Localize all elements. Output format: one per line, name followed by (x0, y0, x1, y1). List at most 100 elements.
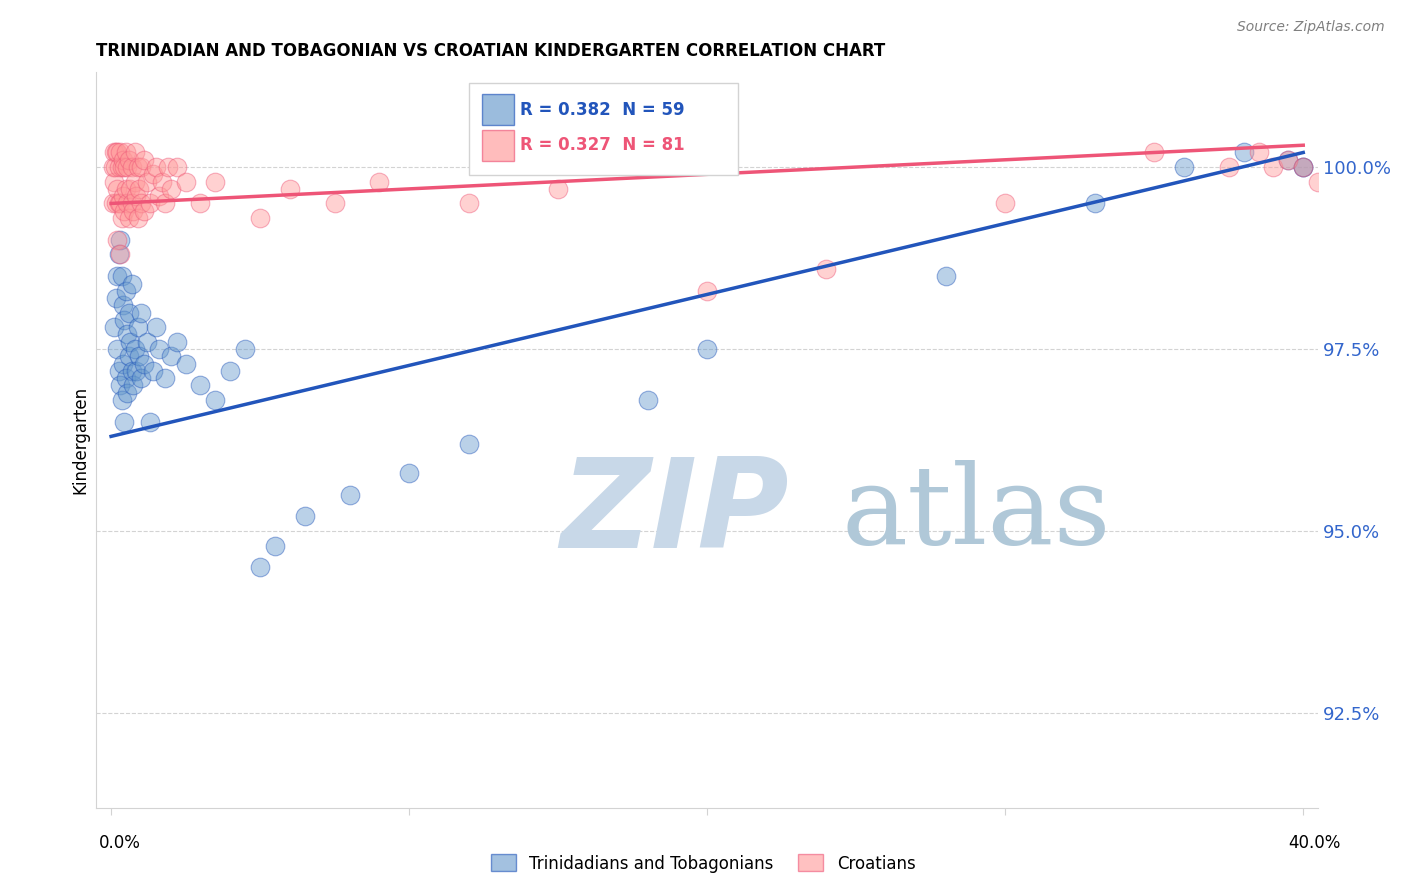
Point (129, 305, 152, 319)
Point (139, 415, 162, 429)
Point (103, 175, 125, 189)
Point (696, 284, 718, 298)
Point (166, 334, 188, 349)
Point (142, 364, 165, 378)
Point (1247, 145, 1270, 160)
Point (120, 334, 142, 349)
Point (190, 196, 212, 211)
Point (1337, 145, 1360, 160)
Point (174, 357, 197, 371)
Point (249, 560, 271, 574)
Point (110, 392, 132, 407)
Text: 40.0%: 40.0% (1288, 834, 1341, 852)
Point (105, 342, 128, 356)
Point (135, 334, 157, 349)
Point (368, 175, 391, 189)
Point (118, 153, 141, 167)
Point (105, 233, 128, 247)
Point (125, 189, 148, 203)
Point (166, 160, 188, 174)
Point (153, 196, 176, 211)
FancyBboxPatch shape (468, 84, 738, 176)
Point (398, 466, 420, 480)
Point (108, 247, 131, 261)
Point (204, 392, 226, 407)
Point (117, 160, 139, 174)
Point (114, 203, 136, 218)
Point (815, 262, 838, 277)
Point (127, 320, 149, 334)
Point (457, 196, 479, 211)
Point (1218, 160, 1240, 174)
Point (107, 160, 129, 174)
Point (124, 145, 146, 160)
Point (103, 196, 125, 211)
Text: R = 0.382  N = 59: R = 0.382 N = 59 (520, 101, 685, 119)
Point (117, 327, 139, 342)
Point (1277, 153, 1299, 167)
Point (1263, 160, 1285, 174)
Point (118, 211, 141, 225)
Point (1233, 145, 1256, 160)
Point (150, 175, 173, 189)
Point (148, 342, 170, 356)
Text: TRINIDADIAN AND TOBAGONIAN VS CROATIAN KINDERGARTEN CORRELATION CHART: TRINIDADIAN AND TOBAGONIAN VS CROATIAN K… (96, 42, 886, 60)
Point (1277, 153, 1299, 167)
Point (111, 189, 134, 203)
Point (132, 153, 155, 167)
Point (145, 320, 167, 334)
Point (105, 145, 128, 160)
Point (132, 357, 155, 371)
Point (115, 371, 138, 385)
Point (132, 203, 155, 218)
Point (139, 196, 162, 211)
Text: ZIP: ZIP (561, 453, 789, 574)
Point (105, 269, 128, 284)
Text: R = 0.327  N = 81: R = 0.327 N = 81 (520, 136, 685, 154)
Point (156, 160, 179, 174)
Point (121, 160, 143, 174)
Point (219, 364, 242, 378)
Y-axis label: Kindergarten: Kindergarten (72, 386, 89, 494)
Point (108, 145, 131, 160)
Point (110, 269, 132, 284)
Point (547, 182, 569, 196)
Point (124, 175, 146, 189)
Point (118, 305, 141, 319)
Point (696, 342, 718, 356)
FancyBboxPatch shape (482, 95, 515, 126)
Point (108, 196, 131, 211)
Point (121, 277, 143, 291)
Point (148, 189, 170, 203)
Point (159, 349, 181, 363)
Point (128, 349, 150, 363)
Point (1351, 160, 1374, 174)
Point (110, 160, 132, 174)
Point (114, 313, 136, 327)
Text: Source: ZipAtlas.com: Source: ZipAtlas.com (1237, 20, 1385, 34)
Point (1143, 145, 1166, 160)
Point (108, 378, 131, 392)
Point (142, 167, 165, 181)
Point (935, 269, 957, 284)
Point (122, 203, 145, 218)
Point (105, 182, 128, 196)
Point (110, 211, 132, 225)
Point (1292, 160, 1315, 174)
Point (117, 385, 139, 400)
Point (1173, 160, 1195, 174)
Point (145, 160, 167, 174)
Point (103, 320, 125, 334)
Point (104, 145, 127, 160)
Point (115, 145, 138, 160)
Point (323, 196, 346, 211)
Point (111, 153, 134, 167)
Point (637, 392, 659, 407)
Point (103, 145, 125, 160)
Point (135, 175, 157, 189)
Point (159, 182, 181, 196)
Point (101, 160, 124, 174)
Point (114, 160, 136, 174)
Point (107, 247, 129, 261)
Point (107, 196, 129, 211)
